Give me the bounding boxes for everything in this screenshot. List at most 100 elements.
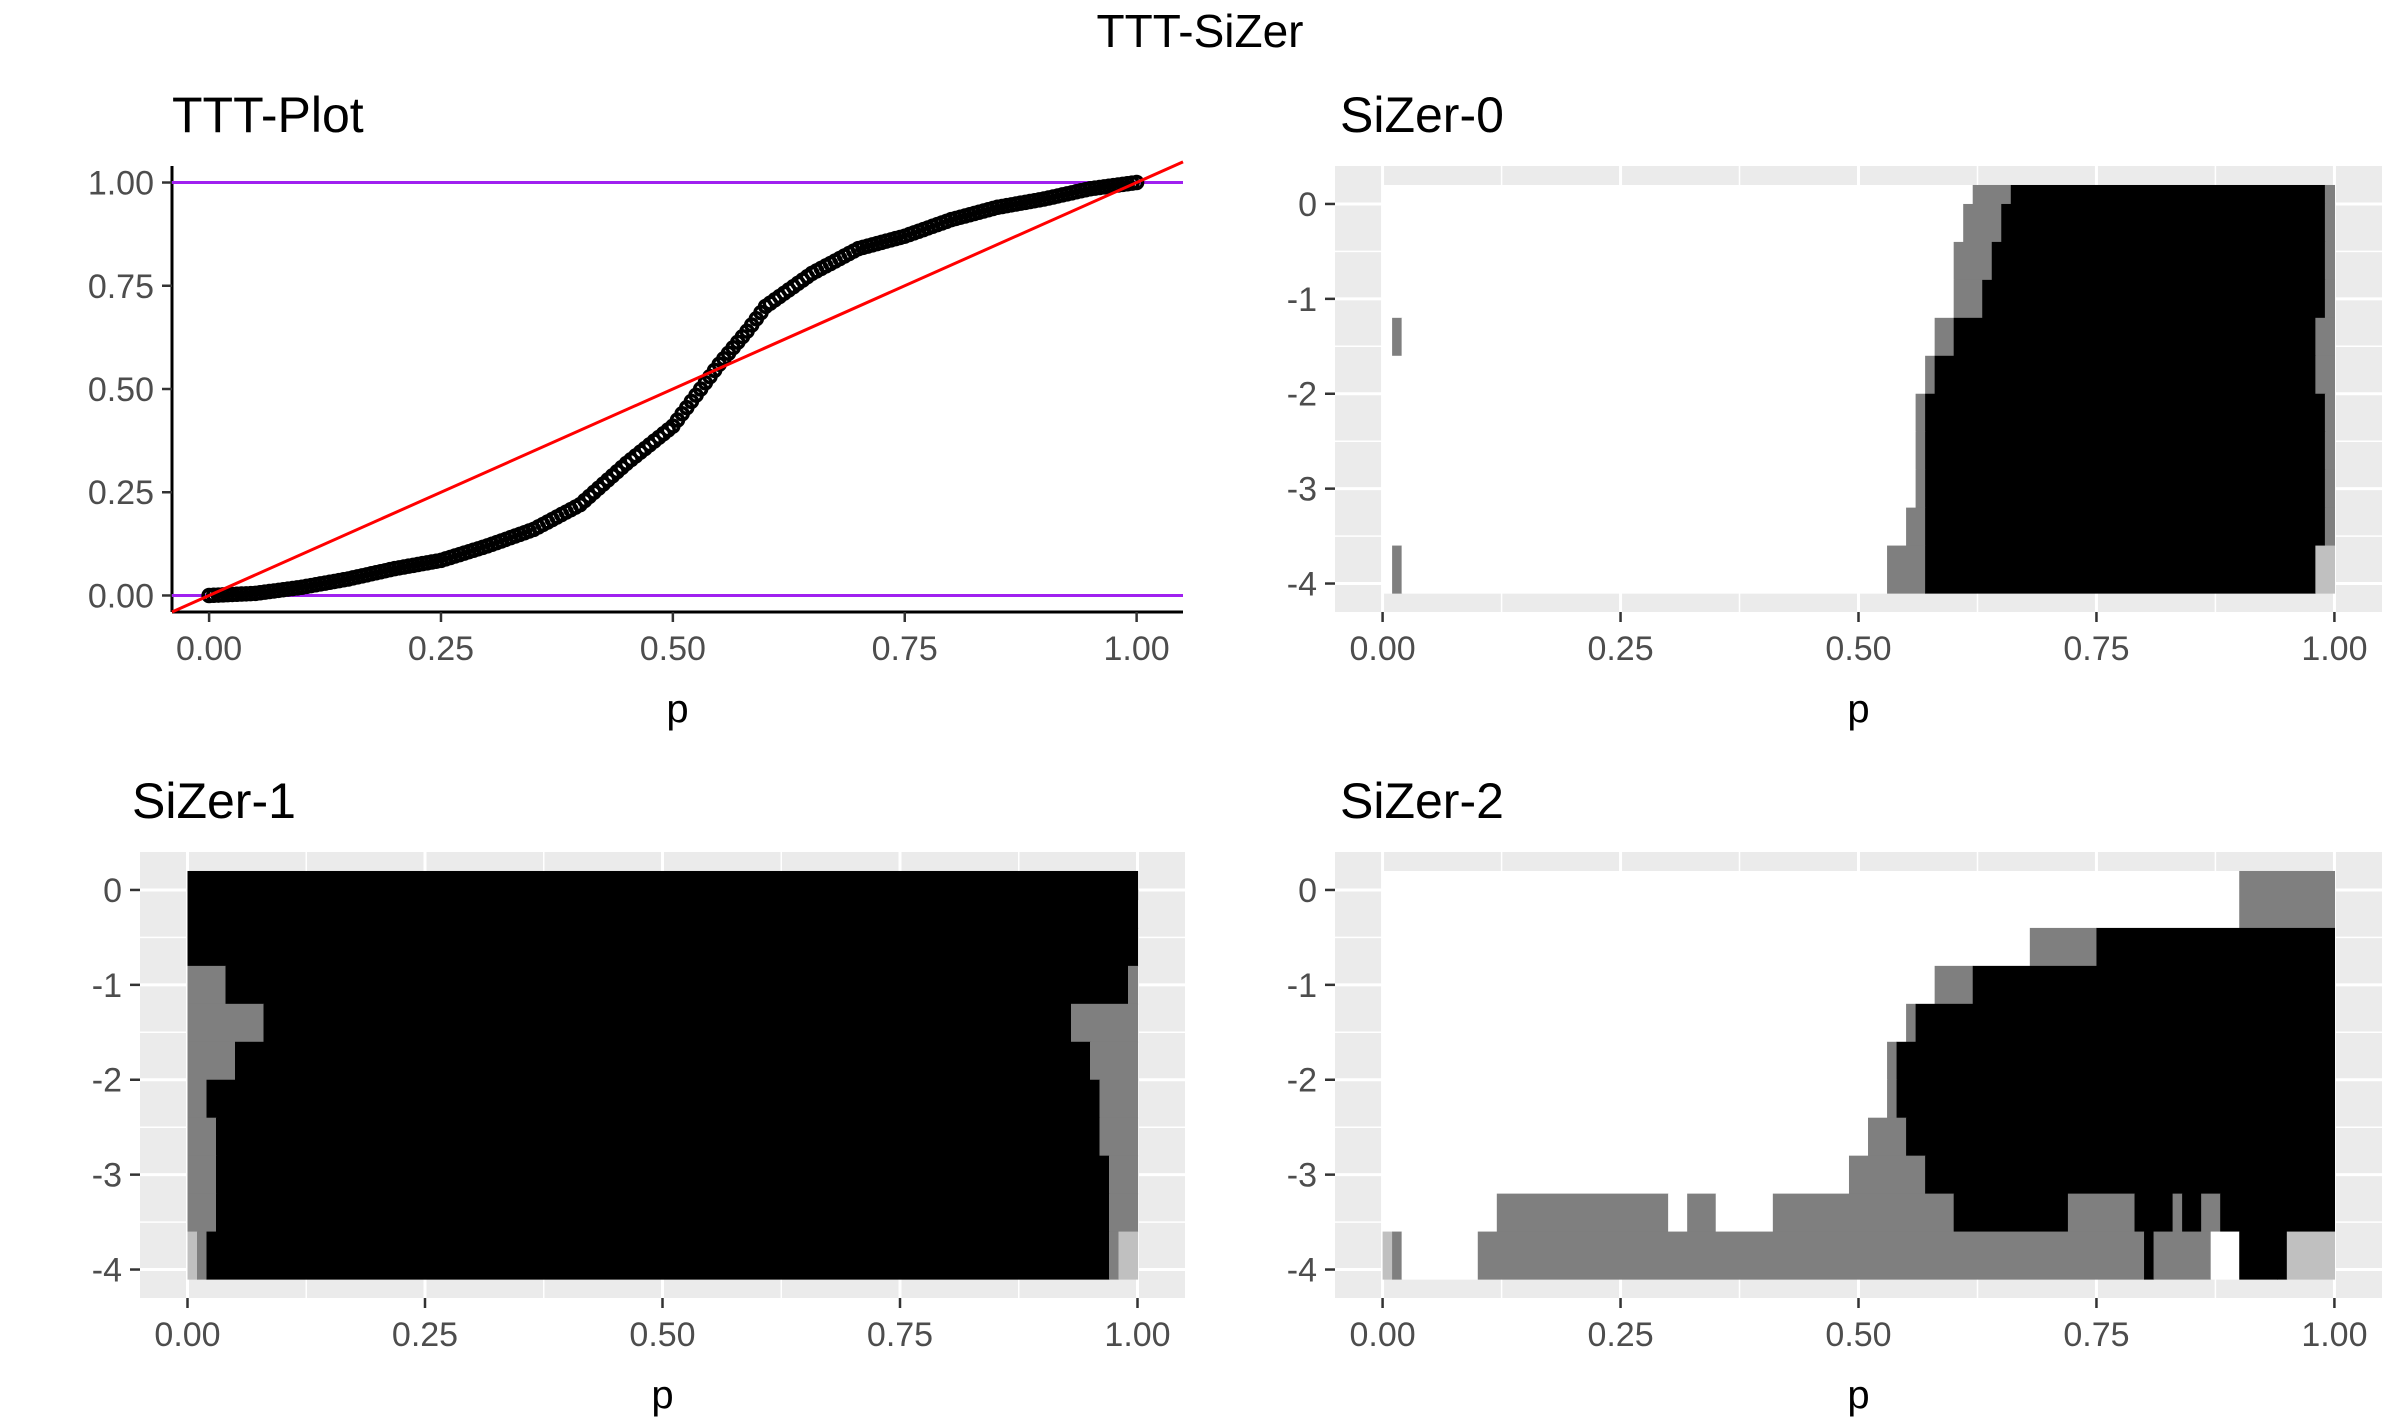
sizer1-y-tick-label: -2 <box>92 1062 122 1100</box>
sizer0-y-tick-label: -4 <box>1287 566 1317 604</box>
sizer2-cell <box>2277 1231 2288 1280</box>
ttt-y-tick-label: 0.50 <box>88 371 154 409</box>
ttt-point <box>1128 174 1145 191</box>
sizer0-cell <box>1934 317 1955 357</box>
sizer2-cell <box>1915 1003 2336 1043</box>
sizer2-x-tick-label: 0.75 <box>2063 1316 2129 1354</box>
sizer2-cell <box>2144 1231 2155 1280</box>
sizer2-cell <box>1382 1155 1850 1195</box>
ttt-y-tick-label: 0.25 <box>88 474 154 512</box>
sizer1-cell <box>1099 1117 1139 1157</box>
sizer0-cell <box>2315 317 2336 357</box>
sizer2-cell <box>2172 1193 2183 1233</box>
sizer2-cell <box>1382 889 2240 929</box>
sizer0-cell <box>2324 184 2336 215</box>
sizer1-x-tick-label: 1.00 <box>1104 1316 1170 1354</box>
sizer2-x-axis-title: p <box>1847 1373 1869 1417</box>
sizer2-cell <box>1401 1231 1479 1280</box>
sizer0-x-tick-label: 0.00 <box>1349 630 1415 668</box>
ttt-x-tick-label: 0.00 <box>176 630 242 668</box>
sizer2-cell <box>2201 1193 2221 1233</box>
sizer1-cell <box>216 1155 1110 1195</box>
sizer0-cell <box>1906 507 1926 547</box>
sizer1-cell <box>206 1079 1101 1119</box>
sizer1-cell <box>187 1041 236 1081</box>
sizer0-cell <box>2324 469 2336 509</box>
sizer2-cell <box>1887 1041 1898 1081</box>
sizer2-cell <box>1953 1193 2069 1233</box>
sizer1-y-tick-label: -1 <box>92 967 122 1005</box>
sizer0-cell <box>2324 507 2336 547</box>
sizer2-cell <box>1906 1003 1917 1043</box>
sizer2-cell <box>1382 1231 1393 1280</box>
sizer1-cell <box>1099 1079 1139 1119</box>
sizer2-cell <box>1925 1155 2336 1195</box>
sizer1-x-tick-label: 0.75 <box>867 1316 933 1354</box>
ttt-y-tick-label: 1.00 <box>88 165 154 203</box>
sizer2-cell <box>1848 1155 1926 1195</box>
sizer2-cell <box>1477 1231 2145 1280</box>
sizer1-cell <box>206 1231 1110 1280</box>
sizer2-cell <box>1906 1117 2336 1157</box>
sizer0-cell <box>1392 545 1403 594</box>
ttt-title: TTT-Plot <box>172 87 364 143</box>
sizer2-cell <box>2134 1193 2174 1233</box>
sizer1-cell <box>187 889 1139 929</box>
sizer2-x-tick-label: 0.50 <box>1825 1316 1891 1354</box>
sizer1-cell <box>216 1117 1101 1157</box>
sizer0-cell <box>1915 469 1926 509</box>
sizer1-cell <box>187 1155 217 1195</box>
sizer0-cell <box>1915 393 1926 433</box>
sizer2-y-tick-label: -4 <box>1287 1252 1317 1290</box>
sizer0-cell <box>1382 393 1917 433</box>
sizer1-cell <box>1128 965 1139 1005</box>
sizer2-cell <box>2067 1193 2136 1233</box>
sizer-2-panel: SiZer-2 0.00 0.25 0.50 0.75 1.00 0 -1 -2 -3 -4 p <box>1287 773 2382 1417</box>
sizer2-cell <box>1382 1079 1888 1119</box>
sizer0-x-axis-title: p <box>1847 687 1869 731</box>
ttt-x-tick-label: 0.75 <box>872 630 938 668</box>
sizer2-cell <box>1382 1193 1498 1233</box>
sizer1-cell <box>216 1193 1110 1233</box>
sizer0-cell <box>1392 317 1403 357</box>
sizer1-cell <box>187 1003 265 1043</box>
sizer2-cell <box>1896 1041 2336 1081</box>
sizer2-cell <box>1934 965 1974 1005</box>
sizer0-cell <box>2001 203 2326 243</box>
sizer1-title: SiZer-1 <box>132 773 296 829</box>
sizer0-y-tick-label: -1 <box>1287 281 1317 319</box>
sizer1-x-tick-label: 0.25 <box>392 1316 458 1354</box>
sizer0-x-tick-label: 0.50 <box>1825 630 1891 668</box>
sizer2-cell <box>1896 1079 2336 1119</box>
sizer0-cell <box>1887 545 1926 594</box>
sizer0-cell <box>1382 317 1393 357</box>
sizer1-y-tick-label: 0 <box>103 872 122 910</box>
sizer2-cell <box>1382 965 1936 1005</box>
sizer0-y-tick-label: -2 <box>1287 376 1317 414</box>
sizer0-cell <box>1953 279 1983 319</box>
ttt-x-axis-title: p <box>666 687 688 731</box>
sizer2-cell <box>2096 927 2336 967</box>
sizer1-cell <box>197 1231 208 1280</box>
sizer0-cell <box>2324 431 2336 471</box>
sizer0-title: SiZer-0 <box>1340 87 1504 143</box>
sizer0-cell <box>2315 355 2336 395</box>
sizer0-y-tick-label: 0 <box>1298 186 1317 224</box>
sizer0-cell <box>2324 241 2336 281</box>
sizer0-cell <box>1382 355 1926 395</box>
sizer2-cell <box>1687 1193 1717 1233</box>
sizer2-x-tick-label: 0.00 <box>1349 1316 1415 1354</box>
sizer1-cell <box>187 1079 208 1119</box>
sizer0-cell <box>1991 241 2326 281</box>
sizer1-x-tick-label: 0.00 <box>154 1316 220 1354</box>
sizer0-cell <box>1925 393 2326 433</box>
sizer1-y-tick-label: -3 <box>92 1157 122 1195</box>
sizer2-cell <box>1972 965 2336 1005</box>
sizer1-cell <box>1090 1041 1139 1081</box>
sizer0-cell <box>1982 279 2326 319</box>
sizer2-cell <box>2153 1231 2212 1280</box>
sizer0-y-tick-label: -3 <box>1287 471 1317 509</box>
sizer0-cell <box>2324 203 2336 243</box>
ttt-diagonal-line <box>171 160 1184 614</box>
